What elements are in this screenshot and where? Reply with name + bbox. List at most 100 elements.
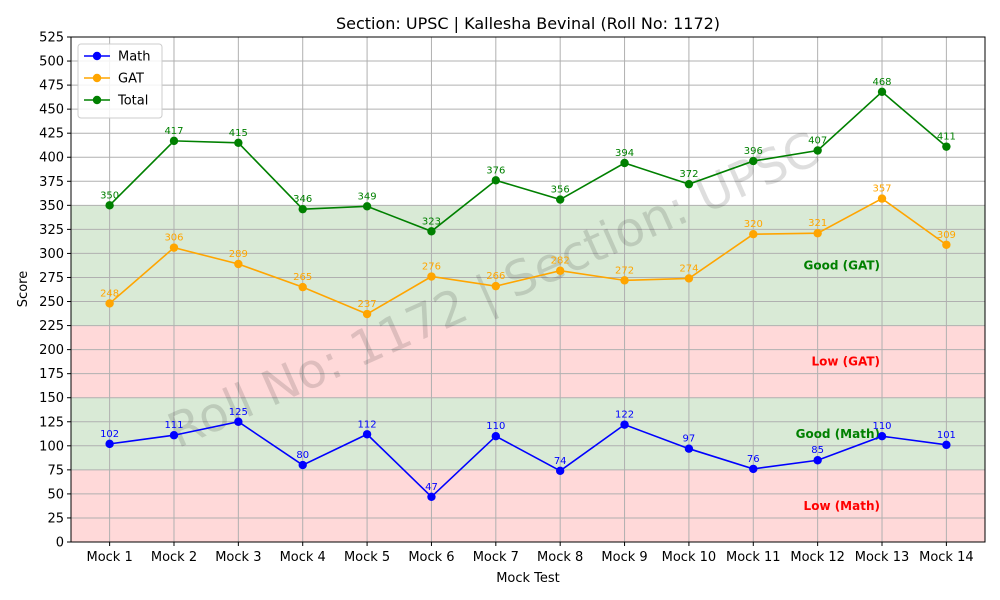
data-point-total	[491, 176, 501, 185]
data-label-total: 407	[808, 136, 827, 147]
data-label-total: 356	[551, 185, 570, 196]
y-tick-label: 75	[47, 463, 64, 478]
data-label-gat: 272	[615, 265, 634, 276]
x-tick-label: Mock 13	[855, 550, 910, 565]
data-point-gat	[234, 259, 243, 269]
y-tick-label: 400	[39, 151, 64, 166]
data-label-gat: 282	[551, 256, 570, 267]
data-point-total	[620, 158, 629, 168]
y-tick-label: 350	[39, 199, 64, 214]
x-tick-label: Mock 9	[601, 550, 647, 565]
legend: Math GAT Total	[77, 43, 163, 119]
data-point-total	[362, 202, 372, 211]
data-label-total: 394	[615, 148, 634, 159]
y-tick-label: 325	[39, 223, 64, 238]
data-point-total	[555, 195, 565, 204]
x-axis-title: Mock Test	[496, 571, 560, 586]
data-label-total: 323	[422, 216, 441, 227]
legend-label-gat: GAT	[118, 72, 144, 87]
data-point-math	[491, 431, 501, 441]
data-label-total: 415	[229, 128, 248, 139]
data-point-gat	[169, 243, 179, 252]
data-point-math	[942, 440, 951, 450]
data-label-gat: 289	[229, 249, 248, 260]
data-point-total	[234, 138, 243, 148]
plot-frame	[70, 36, 986, 543]
data-point-total	[877, 87, 887, 97]
data-point-total	[749, 156, 758, 166]
data-point-gat	[491, 281, 501, 291]
x-tick-label: Mock 7	[473, 550, 519, 565]
x-tick-label: Mock 11	[726, 550, 781, 565]
chart-title: Section: UPSC | Kallesha Bevinal (Roll N…	[336, 14, 720, 33]
data-point-gat	[298, 282, 307, 292]
data-point-math	[555, 466, 565, 476]
data-label-total: 411	[937, 132, 956, 143]
data-label-math: 122	[615, 410, 634, 421]
data-label-total: 346	[293, 194, 312, 205]
y-tick-label: 300	[39, 247, 64, 262]
data-label-math: 112	[358, 419, 377, 430]
data-label-math: 80	[296, 450, 309, 461]
data-point-gat	[813, 229, 822, 238]
y-tick-label: 200	[39, 343, 64, 358]
x-tick-label: Mock 5	[344, 550, 390, 565]
data-label-total: 468	[872, 77, 891, 88]
x-tick-label: Mock 10	[662, 550, 717, 565]
y-tick-label: 500	[39, 55, 64, 70]
series-line-total	[109, 90, 947, 233]
data-labels: 102 111 125 80 112 47 110 74 122 97 76 85 110 101 248 3…	[100, 77, 956, 493]
data-point-gat	[555, 266, 565, 275]
data-label-gat: 276	[422, 262, 441, 273]
y-axis-ticks: 0 25 50 75 100 125 150 175 200 225 250 275 300 325 350…	[39, 31, 71, 551]
data-label-math: 76	[747, 454, 760, 465]
data-point-total	[105, 201, 114, 210]
data-label-gat: 237	[358, 299, 377, 310]
data-point-gat	[877, 194, 887, 203]
data-label-total: 372	[679, 169, 698, 180]
data-label-gat: 274	[679, 263, 698, 274]
data-label-math: 110	[872, 421, 891, 432]
x-axis-ticks: Mock 1 Mock 2 Mock 3 Mock 4 Mock 5 Mock 6 Mock…	[86, 542, 974, 565]
y-tick-label: 100	[39, 439, 64, 454]
data-point-gat	[362, 309, 372, 319]
y-tick-label: 275	[39, 271, 64, 286]
data-point-math	[362, 430, 372, 439]
data-series	[105, 87, 951, 501]
x-tick-label: Mock 3	[215, 550, 261, 565]
data-point-gat	[620, 276, 629, 285]
data-point-math	[749, 464, 758, 474]
y-tick-label: 250	[39, 295, 64, 310]
band-low-gat	[71, 325, 985, 398]
data-point-math	[427, 492, 436, 501]
data-label-gat: 320	[744, 219, 763, 230]
data-point-gat	[942, 240, 951, 249]
data-label-math: 125	[229, 407, 248, 418]
data-label-gat: 357	[872, 184, 891, 195]
y-tick-label: 25	[47, 511, 64, 526]
x-tick-label: Mock 14	[919, 550, 974, 565]
data-label-gat: 266	[486, 271, 505, 282]
data-point-gat	[749, 229, 758, 239]
data-point-math	[105, 439, 114, 449]
y-tick-label: 0	[56, 536, 64, 551]
data-label-total: 349	[358, 191, 377, 202]
data-label-math: 111	[164, 420, 183, 431]
data-label-total: 350	[100, 190, 119, 201]
legend-label-math: Math	[118, 50, 151, 65]
data-point-total	[942, 142, 951, 151]
series-line-math	[109, 420, 947, 498]
data-point-gat	[427, 272, 436, 281]
y-axis-title: Score	[16, 271, 31, 307]
data-label-gat: 265	[293, 272, 312, 283]
data-label-math: 47	[425, 482, 438, 493]
y-tick-label: 450	[39, 103, 64, 118]
legend-label-total: Total	[117, 94, 148, 109]
data-point-math	[877, 431, 887, 441]
data-point-math	[620, 420, 629, 429]
legend-marker-gat	[92, 73, 102, 83]
data-point-total	[813, 146, 822, 155]
y-tick-label: 150	[39, 391, 64, 406]
data-label-total: 376	[486, 165, 505, 176]
